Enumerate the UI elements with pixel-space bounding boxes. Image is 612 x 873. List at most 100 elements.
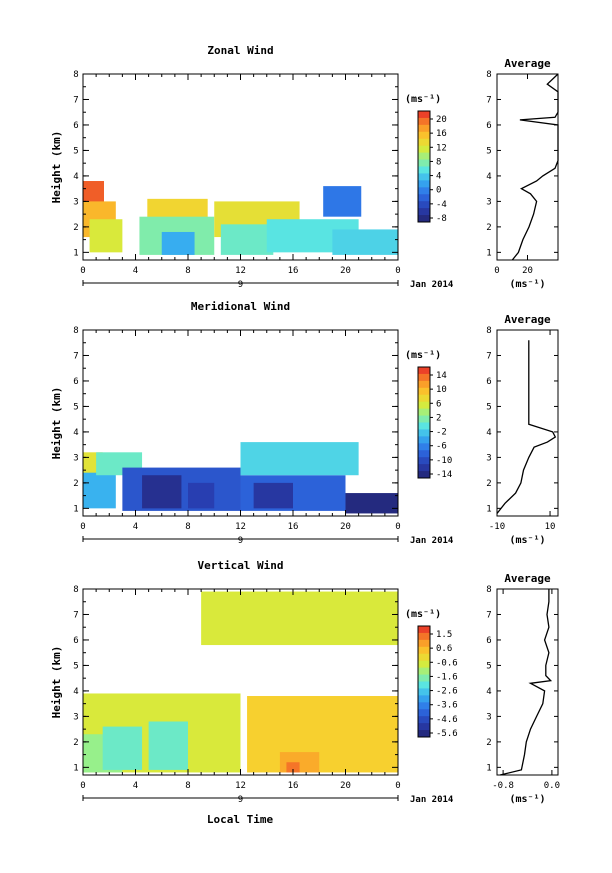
colorbar-step xyxy=(418,422,430,430)
y-tick-label: 8 xyxy=(73,585,78,595)
x-tick-label: 0 xyxy=(80,781,85,791)
average-profile-line xyxy=(496,340,557,514)
colorbar-step xyxy=(418,408,430,417)
day-label: 9 xyxy=(238,280,243,290)
colorbar-frame xyxy=(417,366,431,479)
colorbar-step xyxy=(418,367,430,375)
colorbar-step xyxy=(418,131,430,140)
data-region xyxy=(102,726,143,770)
avg-y-tick-label: 7 xyxy=(486,95,491,105)
x-tick-label: 0 xyxy=(395,781,400,791)
y-tick-label: 1 xyxy=(73,763,78,773)
y-axis-label: Height (km) xyxy=(50,387,63,460)
data-region xyxy=(240,442,359,476)
colorbar-step xyxy=(418,111,430,119)
y-tick-label: 8 xyxy=(73,70,78,80)
colorbar-tick-label: 0.6 xyxy=(436,644,452,654)
avg-y-tick-label: 1 xyxy=(486,504,491,514)
avg-y-tick-label: 7 xyxy=(486,610,491,620)
colorbar-step xyxy=(418,194,430,202)
colorbar-step xyxy=(418,180,430,188)
colorbar-step xyxy=(418,373,430,382)
colorbar-step xyxy=(418,443,430,451)
colorbar-step xyxy=(418,450,430,458)
y-tick-label: 5 xyxy=(73,661,78,671)
y-tick-label: 4 xyxy=(73,687,78,697)
colorbar-step xyxy=(418,208,430,216)
colorbar-step xyxy=(418,429,430,437)
colorbar-step xyxy=(418,436,430,444)
x-tick-label: 4 xyxy=(133,522,138,532)
data-region xyxy=(201,591,398,646)
colorbar-tick-label: -1.6 xyxy=(436,672,458,682)
avg-y-tick-label: 4 xyxy=(486,687,491,697)
x-tick-label: 0 xyxy=(395,522,400,532)
date-label: Jan 2014 xyxy=(410,795,454,805)
colorbar-step xyxy=(418,173,430,181)
y-tick-label: 6 xyxy=(73,121,78,131)
avg-x-tick-label: -10 xyxy=(489,522,505,532)
colorbar-step xyxy=(418,667,430,676)
y-tick-label: 1 xyxy=(73,504,78,514)
colorbar-step xyxy=(418,730,430,738)
colorbar-step xyxy=(418,415,430,423)
y-tick-label: 2 xyxy=(73,479,78,489)
x-tick-label: 12 xyxy=(235,781,246,791)
day-label: 9 xyxy=(238,795,243,805)
data-region xyxy=(142,475,182,509)
x-tick-label: 12 xyxy=(235,266,246,276)
data-region xyxy=(89,219,123,253)
y-tick-label: 2 xyxy=(73,223,78,233)
avg-x-tick-label: 0 xyxy=(494,266,499,276)
colorbar-step xyxy=(418,464,430,472)
y-tick-label: 1 xyxy=(73,248,78,258)
avg-y-tick-label: 5 xyxy=(486,661,491,671)
x-tick-label: 20 xyxy=(340,781,351,791)
colorbar-tick-label: -14 xyxy=(436,470,452,480)
average-frame xyxy=(496,73,559,261)
colorbar-tick-label: -4 xyxy=(436,200,447,210)
y-tick-label: 3 xyxy=(73,712,78,722)
colorbar-step xyxy=(418,646,430,655)
avg-y-tick-label: 3 xyxy=(486,712,491,722)
avg-y-tick-label: 1 xyxy=(486,248,491,258)
average-frame xyxy=(496,588,559,776)
x-tick-label: 4 xyxy=(133,781,138,791)
average-title: Average xyxy=(504,313,551,326)
colorbar-step xyxy=(418,387,430,396)
colorbar-step xyxy=(418,380,430,389)
x-tick-label: 8 xyxy=(185,522,190,532)
avg-x-tick-label: 0.0 xyxy=(544,781,560,791)
x-tick-label: 0 xyxy=(80,522,85,532)
colorbar-unit: (ms⁻¹) xyxy=(405,94,441,105)
data-region xyxy=(161,231,195,255)
y-tick-label: 5 xyxy=(73,402,78,412)
date-label: Jan 2014 xyxy=(410,536,454,546)
colorbar-step xyxy=(418,632,430,641)
colorbar-tick-label: 1.5 xyxy=(436,630,452,640)
colorbar-step xyxy=(418,471,430,479)
data-region xyxy=(286,762,300,773)
colorbar-step xyxy=(418,681,430,689)
colorbar-step xyxy=(418,688,430,696)
colorbar-step xyxy=(418,626,430,634)
colorbar-step xyxy=(418,653,430,662)
y-tick-label: 3 xyxy=(73,453,78,463)
avg-y-tick-label: 4 xyxy=(486,428,491,438)
colorbar-step xyxy=(418,152,430,161)
colorbar-tick-label: -6 xyxy=(436,442,447,452)
day-label: 9 xyxy=(238,536,243,546)
colorbar-tick-label: -2 xyxy=(436,428,447,438)
x-tick-label: 20 xyxy=(340,522,351,532)
colorbar-tick-label: 10 xyxy=(436,385,447,395)
y-axis-label: Height (km) xyxy=(50,646,63,719)
y-tick-label: 5 xyxy=(73,146,78,156)
x-tick-label: 8 xyxy=(185,266,190,276)
average-frame xyxy=(496,329,559,517)
data-region xyxy=(188,482,215,509)
colorbar-step xyxy=(418,187,430,195)
y-tick-label: 6 xyxy=(73,377,78,387)
colorbar-tick-label: 0 xyxy=(436,186,441,196)
